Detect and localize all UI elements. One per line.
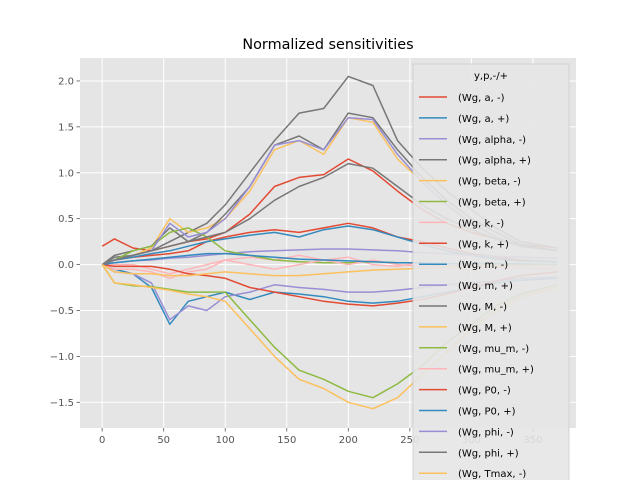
legend-label: (Wg, m, +) [458, 281, 513, 292]
legend-label: (Wg, mu_m, +) [458, 365, 534, 376]
legend-label: (Wg, a, +) [458, 114, 509, 125]
legend-label: (Wg, phi, -) [458, 427, 514, 438]
x-tick-label: 0 [99, 435, 105, 446]
legend-label: (Wg, alpha, -) [458, 135, 526, 146]
legend-label: (Wg, P0, +) [458, 407, 516, 418]
y-tick-label: −1.0 [50, 352, 74, 363]
legend-title: y,p,-/+ [474, 71, 508, 82]
x-tick-label: 250 [400, 435, 419, 446]
legend-box [412, 63, 570, 480]
legend-items: (Wg, a, -) (Wg, a, +) (Wg, alpha, -) (Wg, a… [419, 93, 534, 480]
y-tick-label: 1.5 [58, 122, 74, 133]
legend-label: (Wg, a, -) [458, 93, 505, 104]
y-tick-label: 1.0 [58, 168, 74, 179]
chart-title: Normalized sensitivities [242, 37, 413, 53]
legend-label: (Wg, mu_m, -) [458, 344, 529, 355]
x-tick-label: 200 [339, 435, 358, 446]
legend-label: (Wg, M, +) [458, 323, 512, 334]
y-tick-label: 0.0 [58, 260, 74, 271]
tick-labels: 050100150200250300350−1.5−1.0−0.50.00.51… [50, 76, 543, 446]
x-tick-label: 150 [277, 435, 296, 446]
legend-label: (Wg, beta, +) [458, 198, 526, 209]
legend-label: (Wg, phi, +) [458, 448, 519, 459]
y-tick-label: −1.5 [50, 398, 74, 409]
y-tick-label: −0.5 [50, 306, 74, 317]
legend-label: (Wg, alpha, +) [458, 156, 531, 167]
y-tick-label: 2.0 [58, 76, 74, 87]
x-tick-label: 100 [216, 435, 235, 446]
legend: y,p,-/+ (Wg, a, -) (Wg, a, +) (Wg, alpha, … [412, 63, 570, 480]
legend-label: (Wg, Tmax, -) [458, 469, 526, 480]
legend-label: (Wg, m, -) [458, 260, 508, 271]
x-tick-label: 50 [157, 435, 170, 446]
legend-label: (Wg, k, +) [458, 239, 509, 250]
y-tick-label: 0.5 [58, 214, 74, 225]
legend-label: (Wg, beta, -) [458, 177, 521, 188]
legend-label: (Wg, M, -) [458, 302, 507, 313]
legend-label: (Wg, P0, -) [458, 386, 511, 397]
legend-label: (Wg, k, -) [458, 218, 504, 229]
